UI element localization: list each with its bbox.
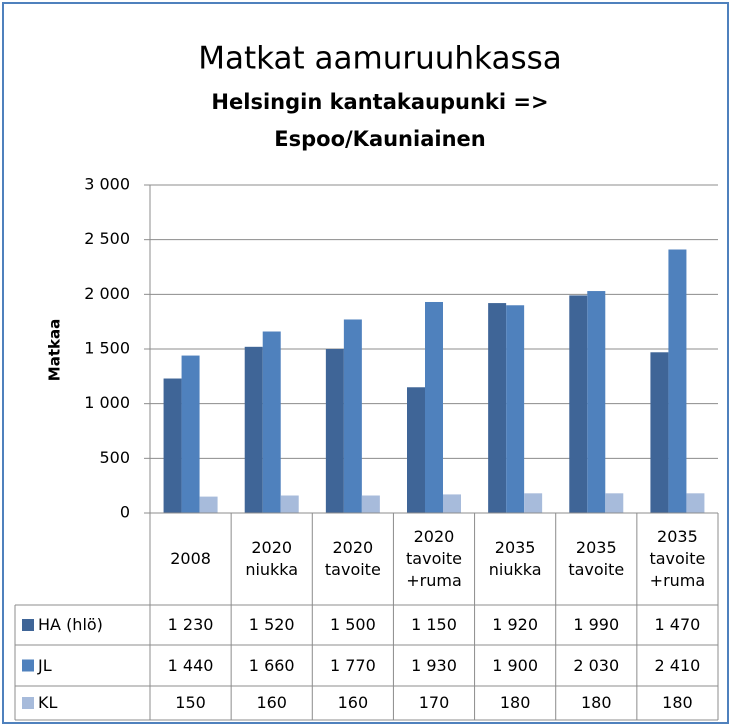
legend-key <box>22 697 34 709</box>
bar <box>361 495 380 513</box>
legend-label: HA (hlö) <box>38 615 103 634</box>
bar <box>407 387 425 513</box>
bar <box>443 494 461 513</box>
bar <box>325 349 344 513</box>
data-label: 1 770 <box>329 655 376 675</box>
y-tick-label: 1 500 <box>84 339 130 358</box>
x-tick-label: 2035 tavoite <box>568 538 625 579</box>
data-label: 180 <box>581 693 612 712</box>
y-tick-label: 2 500 <box>84 229 130 248</box>
data-label: 180 <box>499 693 531 712</box>
legend-label: JL <box>38 655 52 675</box>
x-tick-label: 2020 niukka <box>245 538 299 579</box>
data-label: 1 150 <box>411 615 457 634</box>
bar <box>605 493 624 513</box>
y-tick-label: 0 <box>120 503 130 522</box>
data-label: 180 <box>662 693 693 712</box>
bar <box>488 303 507 513</box>
data-label: 1 660 <box>248 655 295 675</box>
chart-title: Matkat aamuruuhkassa <box>198 41 562 77</box>
legend-key <box>22 659 34 672</box>
data-label: 1 500 <box>329 615 376 634</box>
y-tick-label: 1 000 <box>84 393 130 412</box>
data-label: 1 440 <box>167 655 214 675</box>
x-tick-label: 2008 <box>170 549 211 568</box>
data-label: 1 930 <box>411 655 457 675</box>
data-label: 2 030 <box>573 655 620 675</box>
bar <box>163 378 182 513</box>
bar <box>650 352 669 513</box>
data-label: 1 990 <box>573 615 620 634</box>
bar <box>262 331 281 513</box>
y-tick-label: 3 000 <box>84 175 130 194</box>
chart-subtitle: Espoo/Kauniainen <box>274 127 485 151</box>
bar <box>524 493 543 513</box>
data-label: 170 <box>418 693 450 712</box>
y-tick-label: 2 000 <box>84 284 130 303</box>
bar <box>587 291 606 513</box>
legend-key <box>22 619 34 631</box>
bar <box>668 249 687 514</box>
x-tick-label: 2035 tavoite +ruma <box>649 527 706 590</box>
bar <box>425 301 443 513</box>
x-tick-label: 2035 niukka <box>488 538 542 579</box>
y-axis-label: Matkaa <box>46 319 64 381</box>
x-tick-label: 2020 tavoite +ruma <box>406 527 462 590</box>
data-label: 1 520 <box>248 615 295 634</box>
chart-subtitle: Helsingin kantakaupunki => <box>211 90 548 114</box>
bar <box>686 493 705 513</box>
data-label: 1 920 <box>492 615 539 634</box>
data-label: 150 <box>175 693 206 712</box>
data-label: 1 900 <box>492 655 539 675</box>
data-label: 160 <box>256 693 287 712</box>
data-label: 1 230 <box>167 615 214 634</box>
bar <box>343 319 362 513</box>
bar <box>199 496 218 513</box>
bar <box>506 305 525 513</box>
bar <box>244 346 263 513</box>
data-label: 1 470 <box>654 615 701 634</box>
bar <box>569 295 588 513</box>
x-tick-label: 2020 tavoite <box>324 538 381 579</box>
bar <box>181 355 200 513</box>
data-label: 160 <box>337 693 369 712</box>
y-tick-label: 500 <box>99 448 130 467</box>
legend-label: KL <box>38 693 58 712</box>
bar <box>280 495 299 513</box>
data-label: 2 410 <box>654 655 701 675</box>
